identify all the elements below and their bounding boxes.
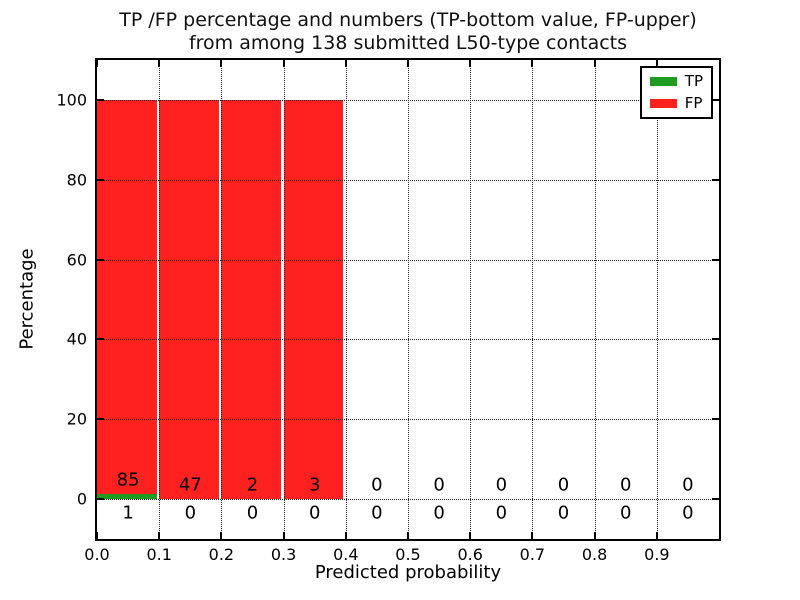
bar-segment-fp <box>221 99 282 500</box>
fp-count-label: 85 <box>116 469 140 491</box>
tp-count-label: 0 <box>619 502 632 524</box>
y-tick-mark-left <box>97 258 104 261</box>
x-tick-label: 0.1 <box>146 545 172 564</box>
tp-count-label: 0 <box>495 502 508 524</box>
legend-item-tp: TP <box>649 72 703 90</box>
legend-label-tp: TP <box>684 72 703 90</box>
x-tick-mark-top <box>407 60 409 67</box>
x-tick-mark-bottom <box>220 532 223 539</box>
x-tick-mark-top <box>282 60 285 67</box>
gridline-vertical <box>283 60 285 539</box>
y-tick-label: 0 <box>76 489 87 509</box>
y-tick-mark-left <box>97 418 104 421</box>
fp-count-label: 3 <box>308 474 321 496</box>
y-tick-mark-right <box>712 258 719 261</box>
x-tick-mark-top <box>531 60 534 67</box>
y-tick-label: 100 <box>56 90 87 110</box>
y-tick-mark-right <box>712 98 719 101</box>
y-tick-label: 20 <box>66 409 87 429</box>
x-tick-mark-top <box>220 60 223 67</box>
legend-swatch-tp-icon <box>649 77 677 86</box>
x-axis-label: Predicted probability <box>314 562 502 583</box>
fp-count-label: 0 <box>682 474 694 496</box>
x-tick-mark-top <box>469 60 472 67</box>
legend: TP FP <box>639 66 713 119</box>
gridline-vertical <box>159 60 161 539</box>
fp-count-label: 0 <box>495 474 508 496</box>
x-tick-label: 0.9 <box>644 545 670 564</box>
legend-item-fp: FP <box>649 94 703 112</box>
x-tick-label: 0.7 <box>519 545 546 564</box>
tp-count-label: 1 <box>122 502 134 524</box>
gridline-vertical <box>594 60 596 539</box>
fp-count-label: 0 <box>433 474 445 496</box>
fp-count-label: 47 <box>178 474 202 496</box>
x-tick-mark-bottom <box>655 532 658 539</box>
gridline-vertical <box>408 60 409 539</box>
y-tick-mark-left <box>97 98 104 101</box>
fp-count-label: 0 <box>371 474 383 496</box>
gridline-vertical <box>345 60 347 539</box>
chart-title-line-2: from among 138 submitted L50-type contac… <box>188 32 628 54</box>
tp-count-label: 0 <box>682 502 694 524</box>
x-tick-label: 0.3 <box>270 545 297 564</box>
x-tick-mark-bottom <box>593 532 596 539</box>
y-axis-label: Percentage <box>16 248 38 350</box>
y-tick-label: 40 <box>66 329 87 349</box>
y-tick-mark-left <box>97 338 104 341</box>
gridline-vertical <box>656 60 658 539</box>
tp-count-label: 0 <box>371 502 383 524</box>
bar-segment-fp <box>97 99 157 495</box>
tp-count-label: 0 <box>246 502 259 524</box>
tp-count-label: 0 <box>308 502 321 524</box>
legend-label-fp: FP <box>684 94 703 112</box>
bar-segment-tp <box>97 494 157 500</box>
x-tick-mark-bottom <box>531 532 534 539</box>
chart-title: TP /FP percentage and numbers (TP-bottom… <box>97 9 719 55</box>
y-tick-mark-right <box>712 178 719 181</box>
x-tick-mark-top <box>593 60 596 67</box>
y-tick-label: 60 <box>66 250 87 270</box>
gridline-vertical <box>532 60 534 539</box>
x-tick-label: 0.6 <box>457 545 483 564</box>
y-tick-mark-right <box>712 498 719 501</box>
x-tick-mark-top <box>96 60 98 67</box>
tp-count-label: 0 <box>557 502 570 524</box>
x-tick-mark-top <box>655 60 658 67</box>
x-tick-mark-top <box>158 60 161 67</box>
x-tick-mark-bottom <box>469 532 472 539</box>
y-tick-mark-right <box>712 418 719 421</box>
y-tick-mark-right <box>712 338 719 341</box>
x-tick-label: 0.4 <box>333 545 359 564</box>
fp-count-label: 0 <box>557 474 570 496</box>
y-tick-mark-left <box>97 178 104 181</box>
tp-count-label: 0 <box>433 502 445 524</box>
x-tick-mark-bottom <box>282 532 285 539</box>
gridline-vertical <box>470 60 472 539</box>
x-tick-label: 0.8 <box>581 545 608 564</box>
bar-segment-fp <box>283 99 344 500</box>
fp-count-label: 2 <box>246 474 259 496</box>
x-tick-label: 0.2 <box>208 545 235 564</box>
y-tick-mark-left <box>97 498 104 501</box>
tp-count-label: 0 <box>184 502 197 524</box>
fp-count-label: 0 <box>619 474 632 496</box>
gridline-vertical <box>221 60 223 539</box>
x-tick-label: 0.0 <box>84 545 110 564</box>
legend-swatch-fp-icon <box>649 99 677 108</box>
y-tick-label: 80 <box>66 170 87 190</box>
x-tick-mark-bottom <box>96 532 98 539</box>
x-tick-mark-bottom <box>407 532 409 539</box>
plot-area: 85 1 47 0 2 0 3 0 0 0 0 0 0 0 0 0 0 0 0 0 0.0 0.1 0.2 0.3 0.4 0.… <box>56 58 721 564</box>
chart-title-line-1: TP /FP percentage and numbers (TP-bottom… <box>119 9 697 31</box>
x-tick-mark-bottom <box>158 532 161 539</box>
x-tick-mark-top <box>344 60 347 67</box>
bar-segment-fp <box>159 99 219 500</box>
x-tick-label: 0.5 <box>395 545 421 564</box>
x-tick-mark-bottom <box>344 532 347 539</box>
